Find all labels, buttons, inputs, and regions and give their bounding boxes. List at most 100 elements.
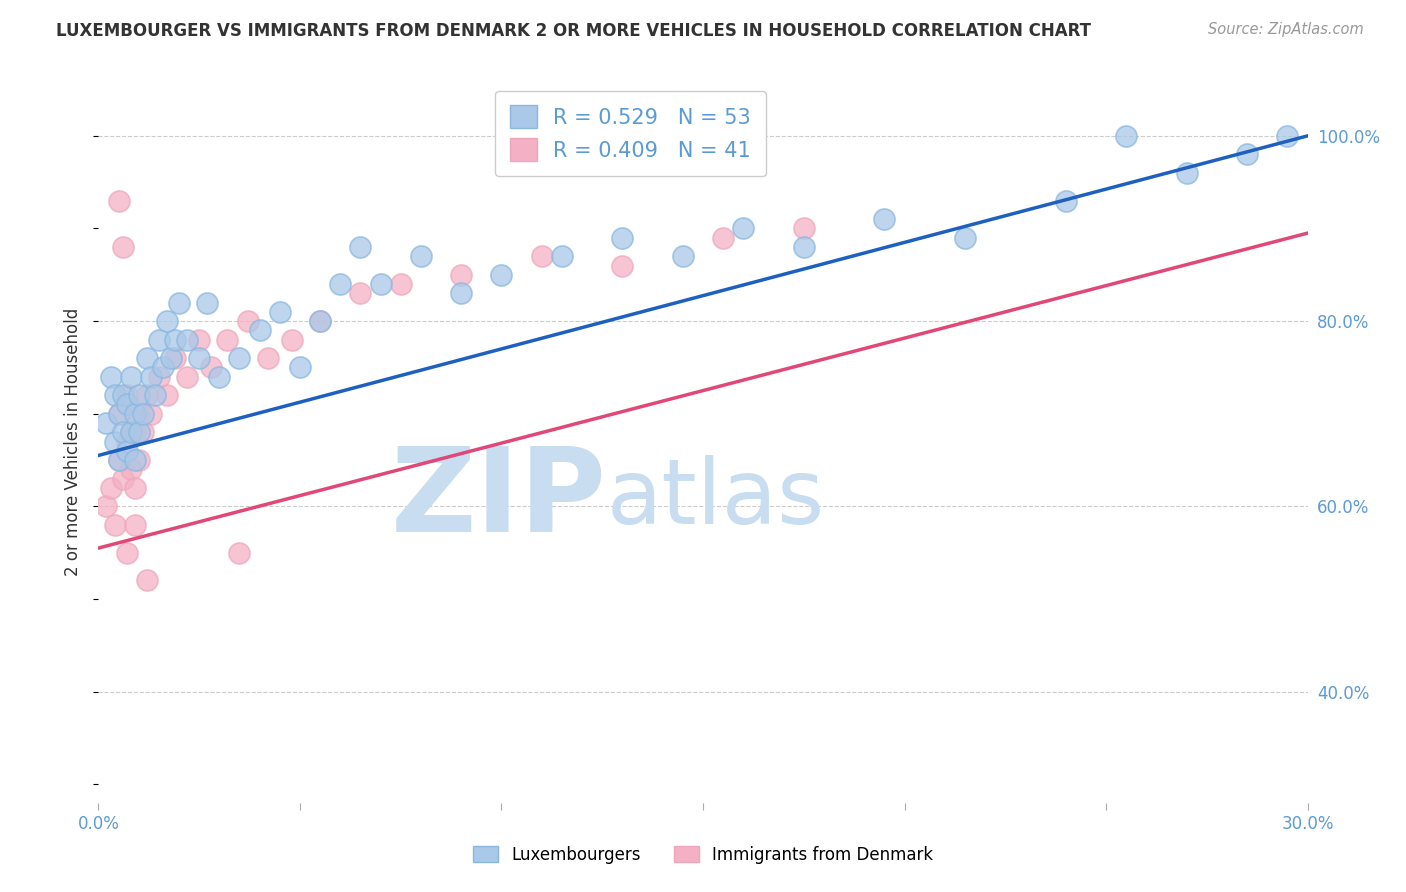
Point bbox=[176, 369, 198, 384]
Point bbox=[200, 360, 222, 375]
Point bbox=[139, 369, 162, 384]
Point bbox=[107, 453, 129, 467]
Point bbox=[111, 388, 134, 402]
Text: ZIP: ZIP bbox=[391, 442, 606, 557]
Point bbox=[148, 369, 170, 384]
Point bbox=[167, 295, 190, 310]
Point bbox=[329, 277, 352, 291]
Point bbox=[100, 481, 122, 495]
Point bbox=[107, 453, 129, 467]
Point bbox=[228, 546, 250, 560]
Point bbox=[256, 351, 278, 366]
Point bbox=[103, 517, 125, 532]
Text: LUXEMBOURGER VS IMMIGRANTS FROM DENMARK 2 OR MORE VEHICLES IN HOUSEHOLD CORRELAT: LUXEMBOURGER VS IMMIGRANTS FROM DENMARK … bbox=[56, 22, 1091, 40]
Point bbox=[96, 500, 118, 514]
Point bbox=[281, 333, 304, 347]
Point bbox=[115, 434, 138, 449]
Point bbox=[409, 249, 432, 263]
Point bbox=[135, 574, 157, 588]
Text: atlas: atlas bbox=[606, 455, 824, 543]
Point bbox=[450, 268, 472, 282]
Point bbox=[124, 517, 146, 532]
Point bbox=[370, 277, 392, 291]
Point bbox=[120, 462, 142, 476]
Point bbox=[124, 407, 146, 421]
Point bbox=[236, 314, 259, 328]
Point bbox=[156, 388, 179, 402]
Point bbox=[100, 369, 122, 384]
Point bbox=[249, 323, 271, 337]
Point bbox=[1277, 128, 1299, 143]
Point bbox=[115, 397, 138, 411]
Point bbox=[217, 333, 239, 347]
Point bbox=[450, 286, 472, 301]
Point bbox=[115, 546, 138, 560]
Point bbox=[115, 388, 138, 402]
Point bbox=[152, 360, 174, 375]
Point bbox=[195, 295, 218, 310]
Point bbox=[120, 425, 142, 440]
Point bbox=[612, 259, 634, 273]
Point bbox=[128, 388, 150, 402]
Point bbox=[188, 351, 211, 366]
Point bbox=[120, 425, 142, 440]
Point bbox=[160, 351, 183, 366]
Point bbox=[103, 388, 125, 402]
Point bbox=[111, 240, 134, 254]
Point bbox=[107, 194, 129, 208]
Point bbox=[491, 268, 513, 282]
Point bbox=[124, 425, 146, 440]
Text: Source: ZipAtlas.com: Source: ZipAtlas.com bbox=[1208, 22, 1364, 37]
Point bbox=[132, 407, 155, 421]
Point bbox=[389, 277, 412, 291]
Point bbox=[135, 351, 157, 366]
Point bbox=[1054, 194, 1077, 208]
Legend: Luxembourgers, Immigrants from Denmark: Luxembourgers, Immigrants from Denmark bbox=[465, 839, 941, 871]
Point bbox=[793, 221, 815, 235]
Point bbox=[111, 472, 134, 486]
Point bbox=[124, 453, 146, 467]
Point bbox=[120, 369, 142, 384]
Point bbox=[269, 305, 291, 319]
Point bbox=[135, 388, 157, 402]
Point bbox=[156, 314, 179, 328]
Point bbox=[309, 314, 332, 328]
Point bbox=[672, 249, 695, 263]
Point bbox=[349, 240, 371, 254]
Point bbox=[163, 351, 186, 366]
Point bbox=[176, 333, 198, 347]
Point bbox=[1175, 166, 1198, 180]
Point bbox=[96, 416, 118, 430]
Point bbox=[188, 333, 211, 347]
Point bbox=[309, 314, 332, 328]
Point bbox=[711, 231, 734, 245]
Point bbox=[551, 249, 574, 263]
Point bbox=[128, 425, 150, 440]
Point bbox=[953, 231, 976, 245]
Point bbox=[873, 212, 896, 227]
Point bbox=[143, 388, 166, 402]
Point bbox=[132, 425, 155, 440]
Point bbox=[103, 434, 125, 449]
Point bbox=[1115, 128, 1137, 143]
Point bbox=[208, 369, 231, 384]
Point bbox=[288, 360, 311, 375]
Point bbox=[124, 481, 146, 495]
Point bbox=[612, 231, 634, 245]
Point bbox=[349, 286, 371, 301]
Point bbox=[1236, 147, 1258, 161]
Point bbox=[530, 249, 553, 263]
Point bbox=[128, 453, 150, 467]
Y-axis label: 2 or more Vehicles in Household: 2 or more Vehicles in Household bbox=[65, 308, 83, 575]
Point bbox=[107, 407, 129, 421]
Point bbox=[793, 240, 815, 254]
Point bbox=[107, 407, 129, 421]
Point bbox=[111, 425, 134, 440]
Point bbox=[139, 407, 162, 421]
Legend: R = 0.529   N = 53, R = 0.409   N = 41: R = 0.529 N = 53, R = 0.409 N = 41 bbox=[495, 91, 766, 176]
Point bbox=[733, 221, 755, 235]
Point bbox=[163, 333, 186, 347]
Point bbox=[128, 407, 150, 421]
Point bbox=[115, 443, 138, 458]
Point bbox=[148, 333, 170, 347]
